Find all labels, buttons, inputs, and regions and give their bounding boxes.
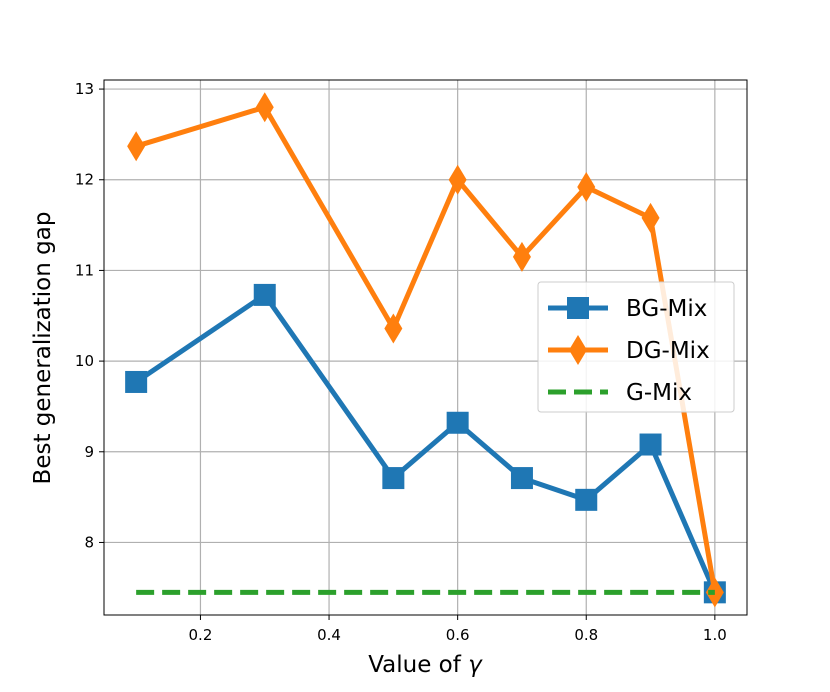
plot-frame	[103, 79, 748, 616]
data-point-dg-mix	[641, 202, 660, 233]
legend-item-g-mix: G-Mix	[548, 380, 692, 406]
series-dg-mix	[127, 92, 724, 608]
data-point-bg-mix	[382, 467, 405, 490]
data-point-bg-mix	[125, 370, 148, 393]
x-axis-label: Value of γ	[368, 652, 483, 678]
legend-label-dg-mix: DG-Mix	[626, 338, 710, 364]
data-point-dg-mix	[577, 172, 596, 202]
series-layer	[125, 92, 726, 608]
y-tick-label: 9	[84, 443, 94, 461]
ticks: 0.2 0.4 0.6 0.8 1.0 8 9 10 11 12 13	[75, 80, 727, 644]
data-point-dg-mix	[448, 164, 467, 195]
data-point-bg-mix	[510, 467, 533, 490]
x-tick-label: 1.0	[703, 626, 727, 644]
data-point-dg-mix	[512, 241, 531, 272]
data-point-dg-mix	[255, 92, 274, 123]
legend-item-dg-mix: DG-Mix	[548, 335, 710, 365]
y-tick-label: 13	[75, 80, 94, 98]
data-point-bg-mix	[639, 433, 662, 456]
data-point-bg-mix	[253, 283, 276, 306]
y-tick-label: 11	[75, 261, 94, 279]
data-point-dg-mix	[127, 131, 146, 162]
x-tick-label: 0.6	[446, 626, 470, 644]
legend: BG-Mix DG-Mix G-Mix	[537, 281, 735, 413]
series-line-dg-mix	[135, 104, 718, 593]
x-tick-label: 0.2	[189, 626, 213, 644]
legend-label-g-mix: G-Mix	[626, 380, 692, 406]
y-tick-label: 12	[75, 171, 94, 189]
legend-marker-dg-mix	[569, 335, 587, 365]
data-point-bg-mix	[575, 488, 598, 511]
data-point-dg-mix	[384, 313, 403, 344]
y-tick-label: 8	[84, 533, 94, 551]
x-tick-label: 0.4	[317, 626, 341, 644]
x-tick-label: 0.8	[574, 626, 598, 644]
x-axis-label-gamma: γ	[468, 652, 483, 678]
legend-marker-bg-mix	[567, 297, 589, 319]
legend-item-bg-mix: BG-Mix	[548, 296, 707, 322]
legend-label-bg-mix: BG-Mix	[626, 296, 707, 322]
y-tick-label: 10	[75, 352, 94, 370]
data-point-bg-mix	[446, 411, 469, 434]
y-axis-label: Best generalization gap	[30, 212, 56, 485]
